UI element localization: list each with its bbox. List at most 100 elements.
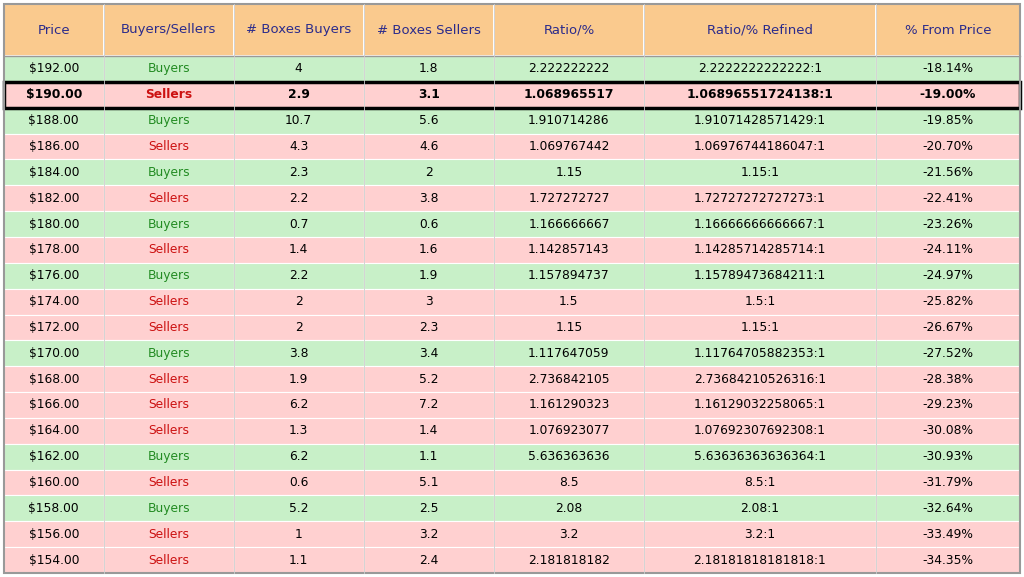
Bar <box>233 263 364 288</box>
Bar <box>103 211 233 237</box>
Bar <box>103 288 233 314</box>
Text: 1.11764705882353:1: 1.11764705882353:1 <box>693 347 826 360</box>
Text: $192.00: $192.00 <box>29 62 79 76</box>
Bar <box>233 82 364 108</box>
Text: 1.161290323: 1.161290323 <box>528 399 609 411</box>
Text: $154.00: $154.00 <box>29 553 79 567</box>
Bar <box>644 392 876 418</box>
Text: 7.2: 7.2 <box>419 399 438 411</box>
Text: Buyers/Sellers: Buyers/Sellers <box>121 24 216 36</box>
Bar <box>876 521 1020 547</box>
Bar <box>103 263 233 288</box>
Bar <box>4 392 103 418</box>
Text: 5.63636363636364:1: 5.63636363636364:1 <box>694 450 826 463</box>
Text: 2.73684210526316:1: 2.73684210526316:1 <box>694 373 826 385</box>
Bar <box>876 470 1020 496</box>
Bar <box>103 108 233 133</box>
Text: $156.00: $156.00 <box>29 528 79 541</box>
Bar <box>364 521 494 547</box>
Text: 5.1: 5.1 <box>419 476 438 489</box>
Text: 2: 2 <box>295 321 302 334</box>
Text: 1.91071428571429:1: 1.91071428571429:1 <box>694 114 826 127</box>
Text: -29.23%: -29.23% <box>923 399 973 411</box>
Bar <box>876 547 1020 573</box>
Text: $180.00: $180.00 <box>29 218 79 231</box>
Text: $188.00: $188.00 <box>29 114 79 127</box>
Bar <box>4 263 103 288</box>
Bar <box>233 366 364 392</box>
Bar <box>364 314 494 340</box>
Bar <box>644 263 876 288</box>
Bar <box>233 133 364 159</box>
Bar <box>364 263 494 288</box>
Bar <box>644 521 876 547</box>
Text: 3: 3 <box>425 295 432 308</box>
Text: 1.15: 1.15 <box>555 166 583 179</box>
Text: -23.26%: -23.26% <box>923 218 973 231</box>
Text: $168.00: $168.00 <box>29 373 79 385</box>
Text: Sellers: Sellers <box>148 192 189 205</box>
Text: $176.00: $176.00 <box>29 269 79 282</box>
Bar <box>4 547 103 573</box>
Text: 1.16129032258065:1: 1.16129032258065:1 <box>694 399 826 411</box>
Text: 1.068965517: 1.068965517 <box>523 88 614 102</box>
Text: 1.9: 1.9 <box>419 269 438 282</box>
Bar <box>494 288 644 314</box>
Text: Sellers: Sellers <box>148 399 189 411</box>
Text: 1.117647059: 1.117647059 <box>528 347 609 360</box>
Bar <box>364 470 494 496</box>
Text: 2.2222222222222:1: 2.2222222222222:1 <box>697 62 822 76</box>
Text: Buyers: Buyers <box>147 269 189 282</box>
Bar <box>103 4 233 56</box>
Text: Sellers: Sellers <box>148 553 189 567</box>
Bar <box>4 133 103 159</box>
Bar <box>876 288 1020 314</box>
Bar <box>4 56 103 82</box>
Bar <box>233 340 364 366</box>
Bar <box>364 4 494 56</box>
Text: 1.5:1: 1.5:1 <box>744 295 775 308</box>
Text: -31.79%: -31.79% <box>923 476 973 489</box>
Text: Buyers: Buyers <box>147 502 189 515</box>
Bar <box>364 159 494 185</box>
Bar <box>494 314 644 340</box>
Text: -19.85%: -19.85% <box>923 114 974 127</box>
Bar <box>494 366 644 392</box>
Text: 1.4: 1.4 <box>419 424 438 437</box>
Bar <box>233 288 364 314</box>
Bar <box>233 159 364 185</box>
Bar <box>233 237 364 263</box>
Bar <box>233 496 364 521</box>
Bar <box>494 108 644 133</box>
Text: 1.5: 1.5 <box>559 295 579 308</box>
Text: Buyers: Buyers <box>147 347 189 360</box>
Text: $178.00: $178.00 <box>29 243 79 256</box>
Bar <box>364 340 494 366</box>
Text: 3.2: 3.2 <box>419 528 438 541</box>
Text: 3.1: 3.1 <box>418 88 439 102</box>
Text: Buyers: Buyers <box>147 218 189 231</box>
Text: 1.4: 1.4 <box>289 243 308 256</box>
Bar <box>364 133 494 159</box>
Bar <box>103 366 233 392</box>
Bar <box>364 392 494 418</box>
Bar <box>233 521 364 547</box>
Text: Sellers: Sellers <box>148 476 189 489</box>
Text: 1.6: 1.6 <box>419 243 438 256</box>
Text: Buyers: Buyers <box>147 166 189 179</box>
Text: 1.06976744186047:1: 1.06976744186047:1 <box>694 140 826 153</box>
Bar <box>644 496 876 521</box>
Text: 6.2: 6.2 <box>289 399 308 411</box>
Bar <box>233 56 364 82</box>
Bar <box>644 159 876 185</box>
Bar <box>876 263 1020 288</box>
Bar <box>494 418 644 444</box>
Text: Sellers: Sellers <box>148 321 189 334</box>
Bar <box>103 444 233 470</box>
Bar <box>4 366 103 392</box>
Bar <box>494 56 644 82</box>
Text: 2.4: 2.4 <box>419 553 438 567</box>
Text: Buyers: Buyers <box>147 450 189 463</box>
Bar <box>876 237 1020 263</box>
Bar <box>4 4 103 56</box>
